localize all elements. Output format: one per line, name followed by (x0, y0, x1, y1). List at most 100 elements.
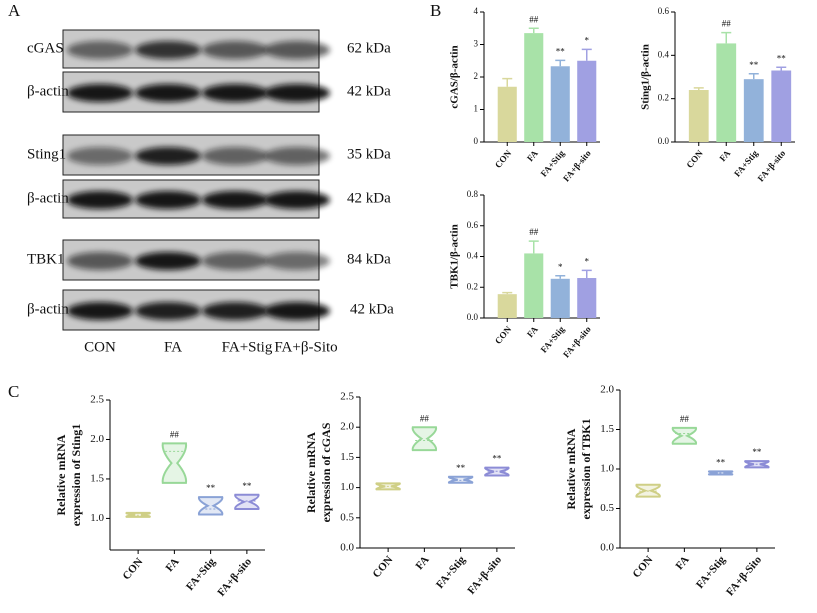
significance-label: * (585, 256, 590, 266)
y-tick-label: 1.5 (90, 472, 104, 484)
y-tick-label: 4 (474, 6, 479, 16)
x-tick-label: CON (630, 554, 655, 580)
x-tick-label: CON (493, 148, 514, 170)
y-axis-label: Relative mRNA (54, 434, 68, 515)
significance-label: ## (420, 413, 430, 423)
significance-label: * (585, 35, 590, 45)
bar (524, 253, 544, 318)
x-tick-label: FA+β-sito (561, 148, 593, 184)
violin (197, 496, 224, 516)
significance-label: ** (752, 447, 762, 457)
panel-label: A (8, 1, 21, 20)
y-tick-label: 2.5 (90, 394, 104, 406)
blot-band (67, 302, 133, 320)
x-tick-label: FA+Stig (732, 148, 760, 179)
y-tick-label: 0.8 (467, 189, 479, 199)
y-axis-label: Relative mRNA (564, 428, 578, 509)
blot-band (264, 252, 330, 270)
bar (577, 60, 597, 142)
y-tick-label: 0 (474, 136, 479, 146)
y-tick-label: 0.0 (467, 312, 479, 322)
blot-band (135, 191, 201, 209)
bar (497, 294, 517, 318)
blot-label: TBK1 (27, 251, 65, 267)
y-tick-label: 0.4 (658, 49, 670, 59)
y-tick-label: 2.5 (340, 391, 354, 403)
blot-size: 42 kDa (347, 190, 391, 206)
significance-label: ** (777, 53, 787, 63)
x-tick-label: CON (684, 148, 705, 170)
significance-label: ## (170, 429, 180, 439)
x-tick-label: FA+Stig (434, 553, 468, 591)
blot-band (135, 302, 201, 320)
blot-band (67, 84, 133, 102)
blot-size: 35 kDa (347, 146, 391, 162)
bar (497, 86, 517, 142)
error-bar (555, 274, 566, 279)
significance-label: ** (456, 463, 466, 473)
significance-label: ## (529, 227, 539, 237)
lane-label: CON (84, 339, 116, 355)
blot-band (135, 147, 201, 165)
error-bar (748, 73, 759, 80)
y-axis-label: expression of TBK1 (579, 419, 593, 520)
blot-label: cGAS (27, 40, 64, 56)
y-tick-label: 2 (474, 71, 479, 81)
error-bar (581, 269, 592, 279)
bar (550, 278, 570, 318)
lane-label: FA+Stig (222, 339, 273, 355)
error-bar (502, 77, 513, 87)
bar (771, 70, 792, 142)
violin (447, 475, 474, 484)
blot-band (67, 252, 133, 270)
violin (671, 426, 698, 445)
y-tick-label: 2.0 (90, 433, 104, 445)
x-tick-label: FA+β-sito (755, 148, 787, 184)
violin (411, 426, 438, 452)
x-tick-label: FA+β-sito (561, 324, 593, 360)
y-axis-label: cGAS/β-actin (449, 45, 461, 108)
y-tick-label: 2.0 (340, 421, 354, 433)
blot-label: Sting1 (27, 146, 66, 162)
error-bar (502, 291, 513, 295)
y-tick-label: 0.6 (658, 6, 670, 16)
significance-label: ** (556, 46, 566, 56)
x-tick-label: FA+β-sito (465, 553, 504, 596)
lane-label: FA+β-Sito (274, 339, 337, 355)
blot-band (67, 41, 133, 59)
x-tick-label: FA (164, 556, 182, 574)
blot-band (264, 41, 330, 59)
y-axis-label: expression of Sting1 (69, 424, 83, 526)
y-axis-label: Relative mRNA (304, 432, 318, 513)
violin-chart: 0.0 0.5 1.0 1.5 2.0 Relative mRNA expression o… (564, 384, 775, 598)
error-bar (581, 48, 592, 61)
blot-band (135, 84, 201, 102)
blot-band (202, 84, 268, 102)
error-bar (528, 27, 539, 34)
panel-label: B (430, 1, 441, 20)
blot-label: β-actin (27, 83, 69, 99)
bar (716, 43, 737, 142)
y-tick-label: 0.6 (467, 220, 479, 230)
y-axis-label: Sting1/β-actin (640, 44, 652, 110)
blot-band (264, 191, 330, 209)
error-bar (693, 87, 704, 90)
y-tick-label: 0.5 (340, 511, 354, 523)
y-tick-label: 1.0 (90, 512, 104, 524)
significance-label: ** (492, 454, 502, 464)
blot-band (67, 191, 133, 209)
error-bar (528, 240, 539, 254)
panel-label: C (8, 382, 19, 401)
y-tick-label: 1.5 (600, 423, 614, 435)
blot-band (202, 41, 268, 59)
blot-band (202, 147, 268, 165)
significance-label: ## (680, 414, 690, 424)
blot-band (135, 252, 201, 270)
y-tick-label: 0.0 (600, 542, 614, 554)
violin-chart: 0.0 0.5 1.0 1.5 2.0 2.5 Relative mRNA expressio… (304, 391, 515, 597)
x-tick-label: FA (525, 148, 540, 163)
y-tick-label: 0.0 (340, 542, 354, 554)
y-axis-label: TBK1/β-actin (449, 224, 461, 288)
bar (550, 66, 570, 142)
